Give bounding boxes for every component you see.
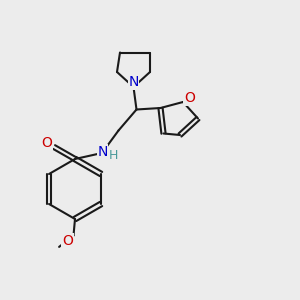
Text: O: O xyxy=(62,234,73,248)
Text: O: O xyxy=(184,92,195,105)
Text: O: O xyxy=(41,136,52,150)
Text: N: N xyxy=(98,145,108,158)
Text: H: H xyxy=(109,149,118,162)
Text: N: N xyxy=(128,76,139,89)
